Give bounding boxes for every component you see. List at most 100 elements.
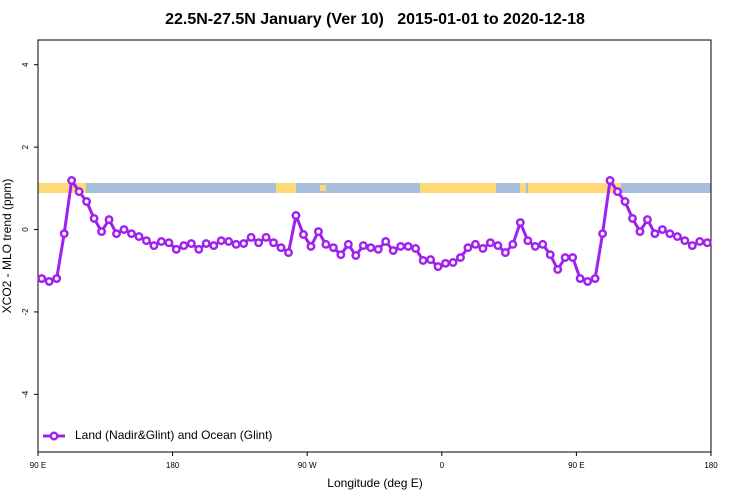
point xyxy=(530,241,540,251)
point xyxy=(276,243,286,253)
series-line xyxy=(41,176,708,284)
x-axis-label: Longitude (deg E) xyxy=(327,476,422,490)
point xyxy=(613,187,622,197)
point xyxy=(598,229,608,239)
point xyxy=(508,239,518,249)
point xyxy=(403,241,413,251)
point xyxy=(388,246,398,255)
point xyxy=(321,239,331,249)
point xyxy=(500,248,510,258)
point xyxy=(605,176,615,185)
point xyxy=(471,239,480,249)
point xyxy=(119,225,129,234)
plot-frame xyxy=(37,39,712,453)
point xyxy=(485,238,495,248)
land-ocean-strip xyxy=(38,183,711,193)
point xyxy=(82,197,92,206)
point xyxy=(456,253,465,262)
point xyxy=(620,197,630,206)
point xyxy=(37,274,47,283)
point xyxy=(650,229,660,239)
point xyxy=(97,227,107,237)
point xyxy=(411,244,421,253)
point xyxy=(568,253,578,262)
point xyxy=(418,255,428,265)
point xyxy=(269,238,278,248)
point xyxy=(313,227,323,237)
point xyxy=(209,241,219,251)
point xyxy=(478,244,488,253)
point xyxy=(201,239,211,248)
y-tick-label: -4 xyxy=(21,390,30,398)
legend-label: Land (Nadir&Glint) and Ocean (Glint) xyxy=(75,428,272,442)
point xyxy=(433,262,443,272)
point xyxy=(441,258,450,268)
point xyxy=(44,276,54,286)
point xyxy=(538,239,548,249)
point xyxy=(351,251,361,260)
point xyxy=(134,232,144,241)
point xyxy=(156,237,166,246)
point xyxy=(553,265,563,274)
point xyxy=(426,255,436,265)
legend-marker xyxy=(49,431,59,441)
point xyxy=(164,238,174,248)
point xyxy=(358,241,368,251)
x-tick-label: 0 xyxy=(440,461,445,470)
x-tick-label: 180 xyxy=(704,461,718,470)
point xyxy=(127,229,136,239)
point xyxy=(246,232,256,242)
point xyxy=(575,274,585,283)
x-tick-label: 90 E xyxy=(568,461,584,470)
point xyxy=(291,211,301,220)
point xyxy=(194,244,204,254)
point xyxy=(74,187,84,197)
y-tick-label: 2 xyxy=(21,144,30,149)
point xyxy=(396,241,406,251)
point xyxy=(545,250,555,260)
point xyxy=(306,241,316,251)
point xyxy=(523,236,533,246)
chart-title: 22.5N-27.5N January (Ver 10) 2015-01-01 … xyxy=(165,11,585,28)
point xyxy=(448,258,458,267)
point xyxy=(89,213,99,223)
point xyxy=(366,243,376,253)
point xyxy=(695,237,705,246)
point xyxy=(515,218,525,227)
point xyxy=(680,236,690,246)
point xyxy=(635,227,645,237)
point xyxy=(231,239,241,249)
point xyxy=(104,215,114,225)
point xyxy=(657,225,667,234)
point xyxy=(590,274,600,283)
point xyxy=(583,276,593,286)
point xyxy=(672,232,682,241)
point xyxy=(284,248,293,258)
y-tick-label: 0 xyxy=(21,227,30,232)
point xyxy=(665,229,675,239)
point xyxy=(52,274,62,283)
point xyxy=(141,236,151,246)
point xyxy=(186,239,196,248)
point xyxy=(59,229,69,239)
point xyxy=(112,229,121,239)
point xyxy=(67,176,77,185)
point xyxy=(702,238,712,248)
y-tick-label: 4 xyxy=(21,62,30,67)
point xyxy=(343,239,353,249)
point xyxy=(373,244,383,254)
point xyxy=(628,213,637,223)
point xyxy=(216,236,226,246)
point xyxy=(254,238,264,248)
point xyxy=(560,253,570,262)
y-axis-label: XCO2 - MLO trend (ppm) xyxy=(0,179,14,314)
point xyxy=(381,237,391,246)
point xyxy=(642,215,652,225)
point xyxy=(224,237,234,246)
x-tick-label: 180 xyxy=(166,461,180,470)
point xyxy=(493,241,503,251)
point xyxy=(328,243,338,253)
point xyxy=(463,243,473,253)
point xyxy=(149,241,159,251)
